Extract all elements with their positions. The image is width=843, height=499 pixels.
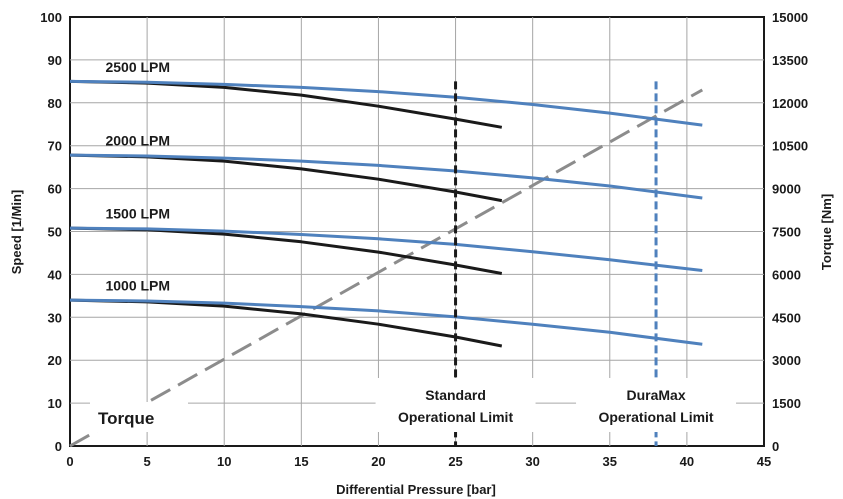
y-tick-label: 40: [48, 267, 62, 282]
torque-label-bg: [90, 402, 188, 432]
y-axis-title: Speed [1/Min]: [9, 190, 24, 275]
y-tick-label: 90: [48, 53, 62, 68]
y2-axis-ticks: 0 1500 3000 4500 6000 7500 9000 10500 12000 13500…: [772, 10, 808, 454]
y-axis-ticks: 0 10 20 30 40 50 60 70 80 90 100: [40, 10, 62, 454]
duramax-series-line: [69, 226, 703, 272]
y-tick-label: 70: [48, 139, 62, 154]
x-tick-label: 30: [525, 454, 539, 469]
y2-axis-title: Torque [Nm]: [819, 194, 834, 270]
annotations: Torque: [90, 402, 188, 432]
y2-tick-label: 6000: [772, 267, 801, 282]
y-tick-label: 10: [48, 396, 62, 411]
y2-tick-label: 0: [772, 439, 779, 454]
x-tick-label: 15: [294, 454, 308, 469]
torque-label: Torque: [98, 409, 154, 428]
x-tick-label: 25: [448, 454, 462, 469]
curve-labels: 2500 LPM 2000 LPM 1500 LPM 1000 LPM: [105, 59, 170, 294]
x-tick-label: 5: [143, 454, 150, 469]
y-tick-label: 0: [55, 439, 62, 454]
x-axis-title: Differential Pressure [bar]: [336, 482, 496, 497]
x-tick-label: 35: [603, 454, 617, 469]
y2-tick-label: 4500: [772, 310, 801, 325]
operational-limits: Standard Operational Limit DuraMax Operatio…: [375, 81, 737, 446]
y-tick-label: 60: [48, 182, 62, 197]
duramax-limit-label: Operational Limit: [598, 409, 713, 425]
y2-tick-label: 1500: [772, 396, 801, 411]
standard-limit-label: Operational Limit: [398, 409, 513, 425]
y2-tick-label: 15000: [772, 10, 808, 25]
x-tick-label: 20: [371, 454, 385, 469]
y-tick-label: 100: [40, 10, 62, 25]
standard-limit-label: Standard: [425, 387, 486, 403]
y2-tick-label: 10500: [772, 139, 808, 154]
curve-label: 1500 LPM: [105, 206, 170, 222]
curve-label: 2000 LPM: [105, 133, 170, 149]
x-tick-label: 40: [680, 454, 694, 469]
y2-tick-label: 12000: [772, 96, 808, 111]
duramax-series-line: [69, 79, 703, 127]
duramax-limit-label-bg: [576, 378, 737, 432]
y-tick-label: 20: [48, 353, 62, 368]
y2-tick-label: 13500: [772, 53, 808, 68]
torque-series-line: [69, 88, 704, 448]
standard-limit-label-bg: [375, 378, 536, 432]
duramax-limit-label: DuraMax: [626, 387, 685, 403]
y2-tick-label: 3000: [772, 353, 801, 368]
duramax-series-line: [69, 153, 703, 200]
x-tick-label: 10: [217, 454, 231, 469]
y2-tick-label: 9000: [772, 182, 801, 197]
duramax-series-line: [69, 298, 703, 346]
torque-line: [69, 88, 704, 448]
curve-label: 1000 LPM: [105, 278, 170, 294]
x-tick-label: 0: [66, 454, 73, 469]
y-tick-label: 50: [48, 225, 62, 240]
curve-label: 2500 LPM: [105, 59, 170, 75]
y-tick-label: 30: [48, 310, 62, 325]
x-axis-ticks: 0 5 10 15 20 25 30 35 40 45: [66, 454, 771, 469]
y2-tick-label: 7500: [772, 225, 801, 240]
x-tick-label: 45: [757, 454, 771, 469]
y-tick-label: 80: [48, 96, 62, 111]
